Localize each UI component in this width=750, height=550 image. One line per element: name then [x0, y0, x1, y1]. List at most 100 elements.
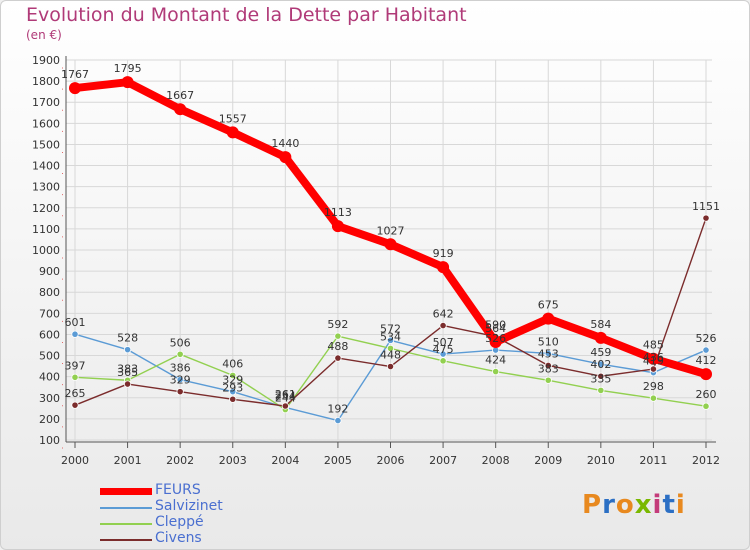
data-point	[702, 214, 710, 222]
data-label: 485	[643, 339, 664, 352]
legend-item: Civens	[100, 530, 300, 547]
data-point	[386, 362, 395, 371]
x-tick-label: 2009	[534, 454, 562, 467]
data-label: 261	[275, 388, 296, 401]
data-label: 675	[538, 299, 559, 312]
data-label: 572	[380, 322, 401, 335]
data-label: 383	[538, 362, 559, 375]
data-point	[700, 368, 712, 381]
x-tick-label: 2000	[61, 454, 89, 467]
data-point	[439, 357, 447, 365]
data-label: 601	[65, 316, 86, 329]
legend-label: Salvizinet	[155, 498, 223, 514]
data-point	[437, 261, 450, 274]
y-tick-label: 1100	[32, 223, 60, 236]
data-label: 459	[590, 346, 611, 359]
data-label: 506	[170, 336, 191, 349]
data-point	[597, 372, 605, 380]
logo-letter: o	[615, 490, 635, 520]
logo-letter: P	[582, 490, 603, 520]
logo-letter: i	[675, 490, 686, 520]
data-point	[597, 360, 605, 368]
data-point	[123, 380, 132, 388]
chart-unit-label: (en €)	[26, 28, 62, 42]
data-point	[594, 331, 607, 344]
y-tick-label: 1000	[32, 244, 60, 257]
y-tick-label: 500	[39, 350, 60, 363]
data-point	[71, 373, 79, 381]
x-tick-label: 2012	[692, 454, 720, 467]
data-point	[334, 416, 342, 425]
data-label: 254	[275, 389, 296, 402]
data-point	[174, 103, 187, 116]
data-point	[69, 82, 81, 95]
y-tick-label: 200	[39, 413, 60, 426]
data-point	[544, 361, 552, 370]
data-label: 192	[327, 403, 348, 416]
data-point	[597, 386, 605, 394]
data-label: 244	[275, 392, 296, 405]
data-label: 335	[590, 372, 611, 385]
y-tick-label: 1800	[32, 75, 60, 88]
data-point	[176, 350, 184, 358]
x-tick-label: 2004	[271, 454, 299, 467]
proxiti-logo: Proxiti	[582, 490, 686, 520]
data-label: 386	[170, 362, 191, 375]
data-point	[229, 395, 237, 403]
data-point	[544, 376, 552, 384]
data-label: 1795	[114, 62, 142, 75]
x-tick-label: 2006	[377, 454, 405, 467]
logo-letter: x	[634, 490, 653, 520]
legend-swatch	[100, 488, 152, 495]
data-label: 592	[327, 318, 348, 331]
data-label: 642	[433, 308, 454, 321]
data-label: 1113	[324, 206, 352, 219]
logo-letter: i	[652, 490, 663, 520]
data-label: 919	[433, 247, 454, 260]
data-label: 1767	[61, 68, 89, 81]
data-label: 419	[643, 355, 664, 368]
data-label: 448	[380, 349, 401, 362]
data-label: 1667	[166, 89, 194, 102]
y-tick-label: 1300	[32, 181, 60, 194]
x-tick-label: 2010	[587, 454, 615, 467]
data-label: 260	[696, 388, 717, 401]
y-tick-label: 1700	[32, 96, 60, 109]
data-label: 510	[538, 335, 559, 348]
data-label: 365	[117, 366, 138, 379]
y-tick-label: 1600	[32, 117, 60, 130]
data-point	[121, 76, 134, 89]
x-tick-label: 2003	[219, 454, 247, 467]
data-point	[71, 330, 79, 338]
data-point	[176, 388, 184, 396]
x-tick-label: 2008	[482, 454, 510, 467]
y-tick-label: 800	[39, 286, 60, 299]
logo-letter: r	[602, 490, 616, 520]
chart-legend: FEURS Salvizinet Cleppé Civens	[100, 482, 300, 547]
legend-label: Civens	[155, 530, 202, 546]
chart-series	[69, 76, 712, 425]
data-point	[702, 346, 710, 354]
data-label: 406	[222, 357, 243, 370]
data-label: 528	[117, 332, 138, 345]
data-label: 424	[485, 354, 506, 367]
chart-title: Evolution du Montant de la Dette par Hab…	[26, 4, 467, 26]
legend-item: FEURS	[100, 482, 300, 499]
data-label: 329	[170, 374, 191, 387]
y-tick-label: 600	[39, 328, 60, 341]
legend-swatch	[100, 523, 152, 525]
y-tick-label: 300	[39, 392, 60, 405]
data-label: 1440	[271, 137, 299, 150]
data-point	[334, 354, 342, 362]
data-label: 526	[696, 332, 717, 345]
data-point	[544, 349, 552, 358]
data-point	[176, 376, 184, 384]
data-label: 293	[222, 381, 243, 394]
x-tick-label: 2011	[639, 454, 667, 467]
data-point	[702, 402, 710, 410]
legend-item: Salvizinet	[100, 498, 300, 515]
data-label: 1557	[219, 112, 247, 125]
data-point	[334, 332, 342, 340]
y-tick-label: 1900	[32, 54, 60, 67]
